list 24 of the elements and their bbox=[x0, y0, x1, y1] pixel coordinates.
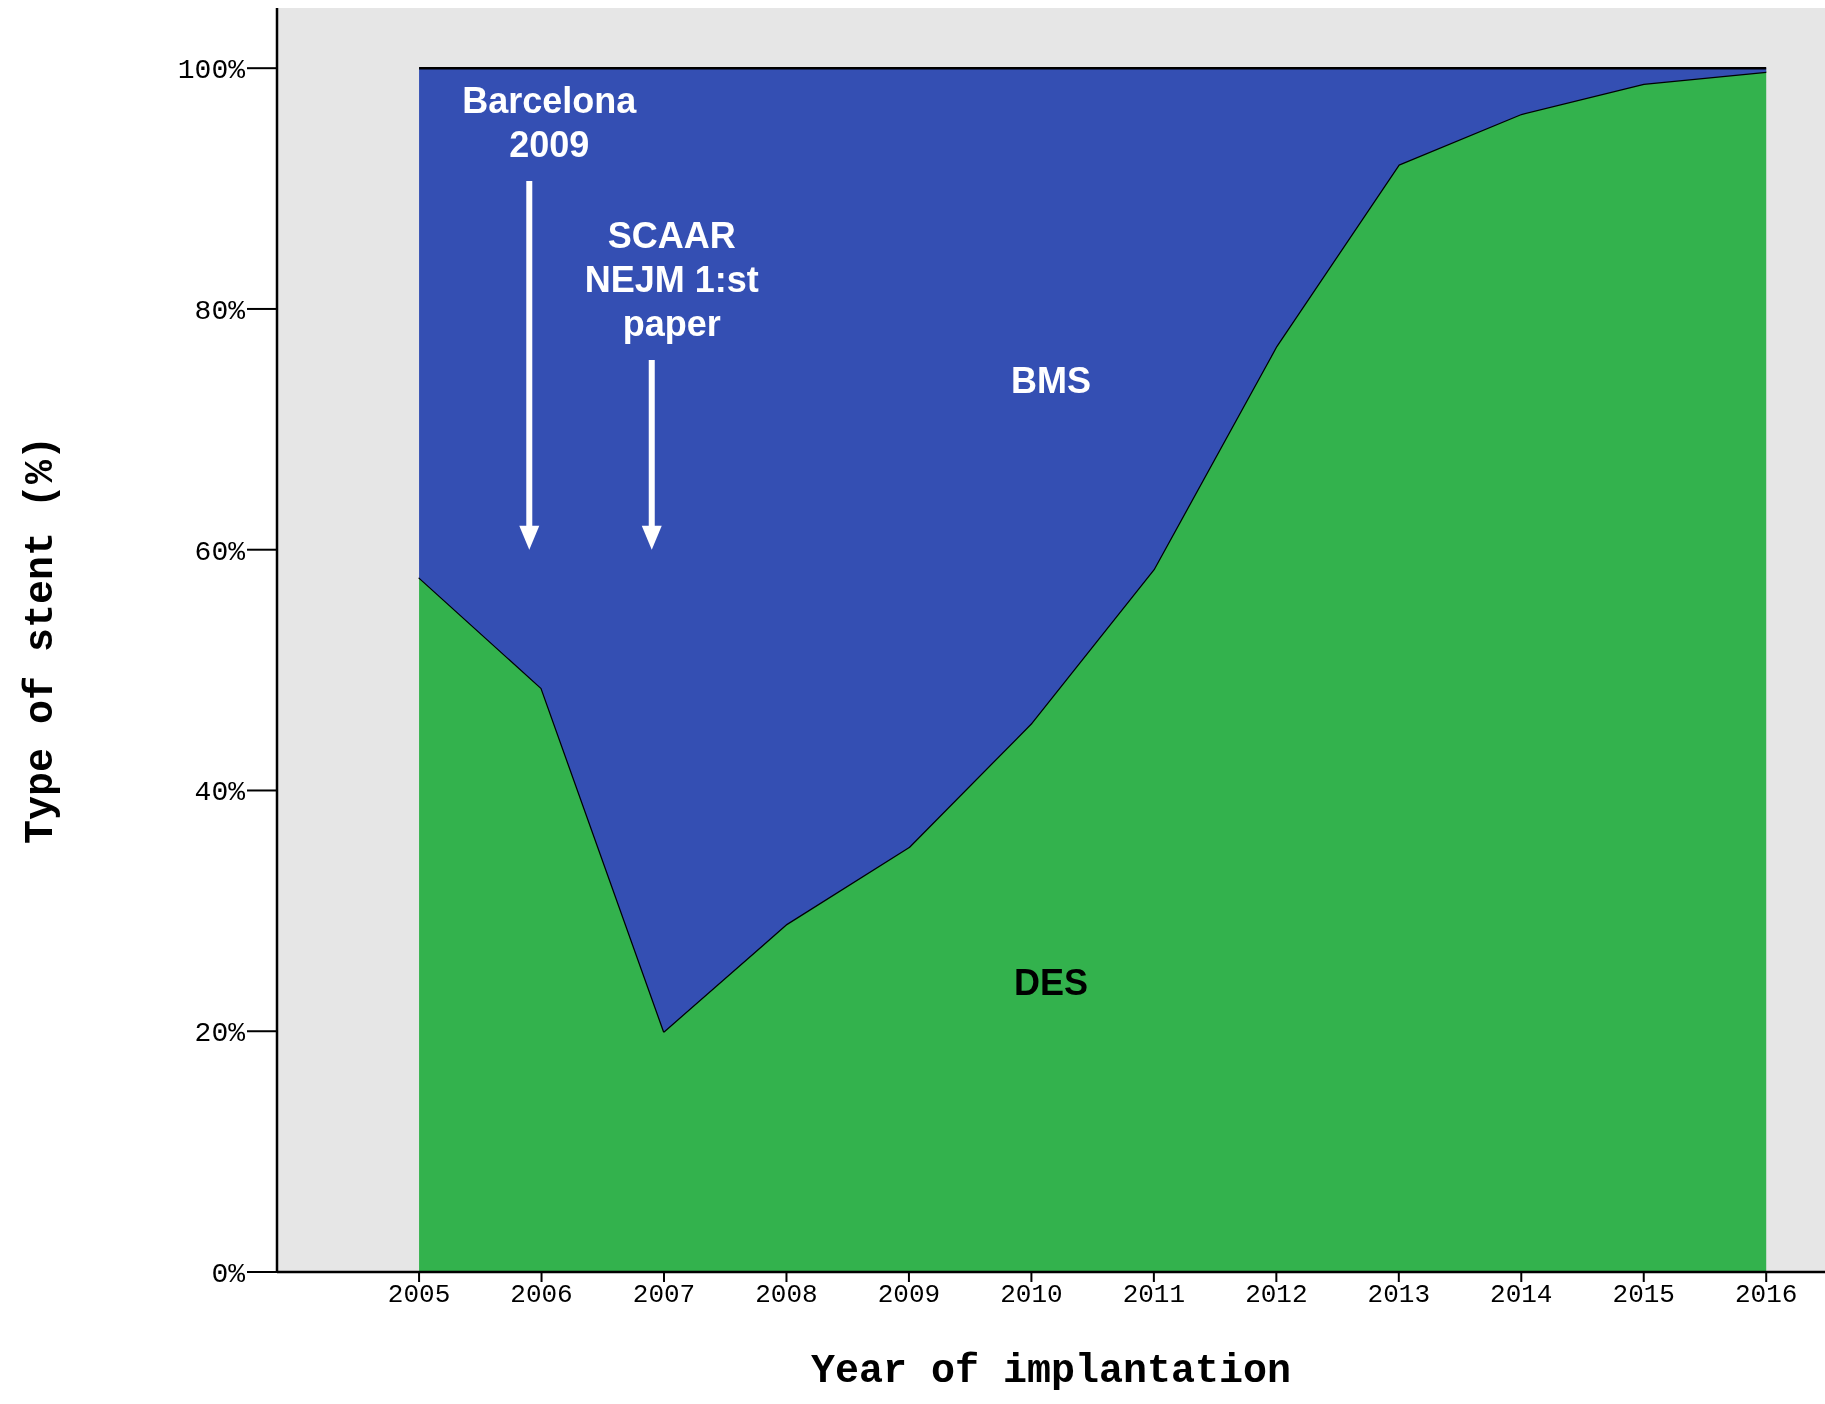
y-axis-title: Type of stent (%) bbox=[19, 435, 65, 845]
x-tick-label: 2010 bbox=[1000, 1280, 1063, 1311]
annotation: SCAAR NEJM 1:st paper bbox=[584, 215, 759, 344]
x-tick-label: 2016 bbox=[1735, 1280, 1798, 1311]
x-tick-label: 2008 bbox=[755, 1280, 818, 1311]
x-tick-label: 2009 bbox=[877, 1280, 941, 1311]
x-tick-label: 2015 bbox=[1612, 1280, 1675, 1311]
y-tick-label: 40% bbox=[194, 777, 246, 809]
y-tick-label: 20% bbox=[194, 1018, 246, 1050]
y-tick-label: 100% bbox=[177, 55, 246, 87]
x-tick-label: 2005 bbox=[387, 1280, 451, 1311]
y-tick-label: 0% bbox=[211, 1258, 246, 1290]
x-tick-label: 2006 bbox=[510, 1280, 573, 1311]
series-label: DES bbox=[1013, 961, 1089, 1003]
y-tick-label: 60% bbox=[194, 536, 246, 568]
x-tick-label: 2012 bbox=[1245, 1280, 1308, 1311]
x-tick-label: 2014 bbox=[1490, 1280, 1553, 1311]
series-label: BMS bbox=[1011, 359, 1091, 401]
x-tick-label: 2013 bbox=[1367, 1280, 1431, 1311]
annotation: Barcelona 2009 bbox=[462, 80, 638, 165]
x-tick-label: 2011 bbox=[1122, 1280, 1186, 1311]
y-tick-label: 80% bbox=[194, 295, 246, 327]
x-tick-label: 2007 bbox=[632, 1280, 696, 1311]
x-axis-title: Year of implantation bbox=[810, 1349, 1292, 1394]
